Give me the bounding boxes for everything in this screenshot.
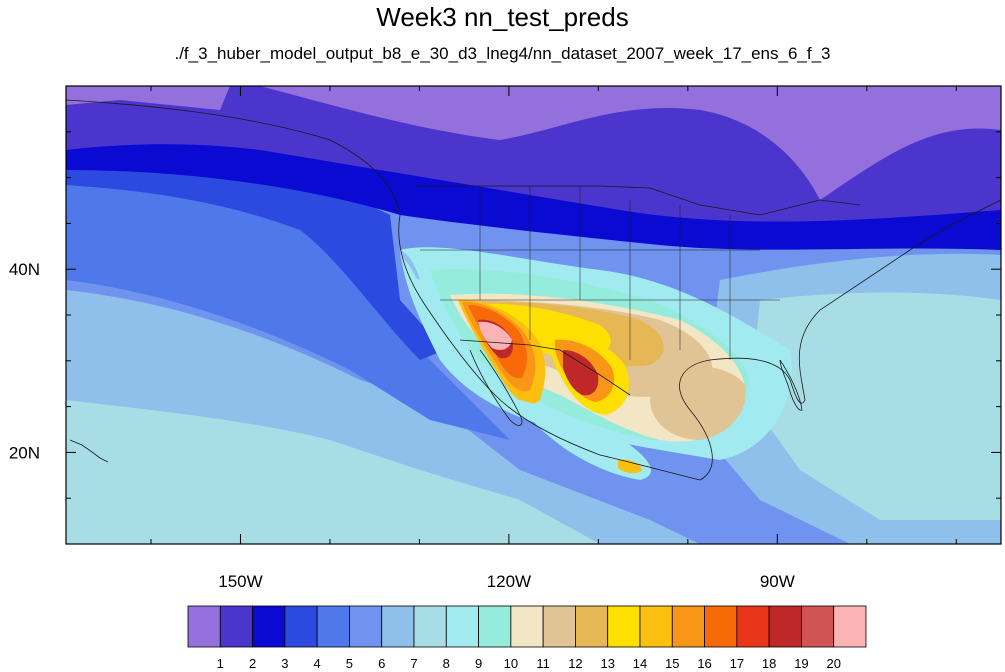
band-level-4 <box>66 162 445 360</box>
colorbar-swatch <box>801 605 835 648</box>
lon-tick-label: 90W <box>760 572 795 591</box>
colorbar-swatch <box>284 605 318 648</box>
colorbar-label: 1 <box>217 656 224 671</box>
colorbar-swatch <box>316 605 350 648</box>
colorbar-label: 19 <box>794 656 808 671</box>
band-level-1-west <box>66 86 230 110</box>
map-title: Week3 nn_test_preds <box>376 2 629 32</box>
colorbar-swatch <box>445 605 479 648</box>
colorbar-swatch <box>510 605 544 648</box>
band-level-8 <box>66 400 600 544</box>
band-level-3 <box>66 143 1001 250</box>
contour-field <box>66 86 1001 544</box>
colorbar-swatch <box>478 605 512 648</box>
band-level-8-east <box>750 292 1001 520</box>
colorbar-label: 3 <box>281 656 288 671</box>
band-level-15-yucatan <box>618 459 642 474</box>
axis-layer: 150W 120W 90W 40N 20N <box>9 86 1001 591</box>
colorbar-swatch <box>736 605 770 648</box>
hawaii-islands <box>69 439 109 463</box>
colorbar-swatch <box>671 605 705 648</box>
colorbar-label: 17 <box>730 656 744 671</box>
colorbar-label: 14 <box>633 656 647 671</box>
colorbar-swatch <box>381 605 415 648</box>
colorbar-label: 13 <box>600 656 614 671</box>
band-level-7-pacific-tongue <box>400 250 420 280</box>
map-subtitle: ./f_3_huber_model_output_b8_e_30_d3_lneg… <box>174 44 831 63</box>
colorbar-swatch <box>413 605 447 648</box>
us-state-lines <box>420 186 780 360</box>
colorbar-label: 9 <box>475 656 482 671</box>
colorbar-label: 15 <box>665 656 679 671</box>
lon-tick-label: 150W <box>218 572 262 591</box>
lat-tick-label: 20N <box>9 443 40 462</box>
us-canada-border <box>415 185 861 216</box>
colorbar-label: 12 <box>568 656 582 671</box>
colorbar-label: 4 <box>314 656 321 671</box>
colorbar-label: 6 <box>378 656 385 671</box>
colorbar-label: 20 <box>826 656 840 671</box>
baja-peninsula <box>469 349 523 426</box>
colorbar: 1 2 3 4 5 6 7 8 9 10 11 12 13 14 15 16 17 18 19 20 <box>187 605 867 671</box>
colorbar-swatch <box>768 605 802 648</box>
band-level-5 <box>66 177 510 440</box>
colorbar-swatch <box>252 605 286 648</box>
us-mexico-border <box>459 339 631 396</box>
band-level-9-cal-coast <box>400 255 418 282</box>
band-level-1 <box>260 86 1001 200</box>
colorbar-label: 7 <box>410 656 417 671</box>
colorbar-swatch <box>349 605 383 648</box>
colorbar-swatch <box>542 605 576 648</box>
coastlines <box>66 99 1001 481</box>
colorbar-label: 8 <box>443 656 450 671</box>
colorbar-swatch <box>575 605 609 648</box>
florida-outline <box>779 359 803 411</box>
lat-tick-label: 40N <box>9 260 40 279</box>
colorbar-label: 18 <box>762 656 776 671</box>
colorbar-label: 2 <box>249 656 256 671</box>
colorbar-swatch <box>607 605 641 648</box>
lon-tick-label: 120W <box>487 572 531 591</box>
colorbar-label: 11 <box>536 656 550 671</box>
band-level-12-gulf <box>650 366 746 440</box>
colorbar-swatch <box>639 605 673 648</box>
north-america-coastline <box>66 99 1001 481</box>
colorbar-swatch <box>833 605 867 648</box>
colorbar-label: 16 <box>697 656 711 671</box>
colorbar-label: 5 <box>346 656 353 671</box>
colorbar-label: 10 <box>504 656 518 671</box>
colorbar-swatch <box>704 605 738 648</box>
band-level-18 <box>563 350 599 396</box>
colorbar-swatch <box>219 605 253 648</box>
colorbar-swatch <box>187 605 221 648</box>
